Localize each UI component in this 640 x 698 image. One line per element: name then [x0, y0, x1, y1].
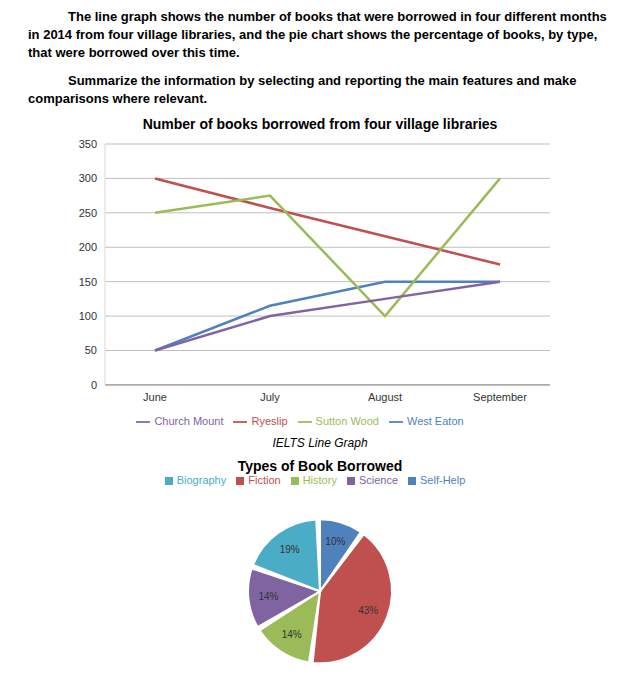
svg-text:150: 150 [79, 276, 97, 288]
html-text:West Eaton: West Eaton [407, 414, 464, 427]
html-text:Biography: Biography [176, 474, 227, 486]
svg-text:0: 0 [91, 379, 97, 391]
svg-text:200: 200 [79, 241, 97, 253]
svg-text:250: 250 [79, 207, 97, 219]
html-text:Fiction: Fiction [248, 474, 281, 486]
svg-text:August: August [368, 391, 402, 403]
svg-text:10%: 10% [325, 536, 345, 547]
svg-text:50: 50 [85, 344, 97, 356]
svg-text:43%: 43% [358, 605, 378, 616]
svg-text:September: September [473, 391, 527, 403]
html-text:The line graph shows the numbe: The line graph shows the number of books… [28, 9, 607, 60]
svg-text:June: June [143, 391, 167, 403]
html-text:Church Mount: Church Mount [154, 414, 224, 427]
html-text:IELTS Line Graph: IELTS Line Graph [272, 436, 368, 450]
svg-text:14%: 14% [282, 629, 302, 640]
svg-text:350: 350 [79, 138, 97, 150]
svg-text:July: July [260, 391, 280, 403]
html-text:Science: Science [358, 474, 398, 486]
html-text:History: History [302, 474, 337, 486]
svg-text:19%: 19% [280, 544, 300, 555]
html-text:Ryeslip: Ryeslip [251, 414, 288, 427]
svg-text:100: 100 [79, 310, 97, 322]
html-text:Number of books borrowed from: Number of books borrowed from four villa… [142, 116, 498, 132]
html-text:Types of Book Borrowed: Types of Book Borrowed [237, 458, 403, 474]
svg-text:14%: 14% [258, 591, 278, 602]
svg-text:300: 300 [79, 172, 97, 184]
html-text:Summarize the information by s: Summarize the information by selecting a… [28, 73, 577, 106]
html-text:Sutton Wood: Sutton Wood [315, 414, 379, 427]
html-text:Self-Help: Self-Help [420, 474, 466, 486]
